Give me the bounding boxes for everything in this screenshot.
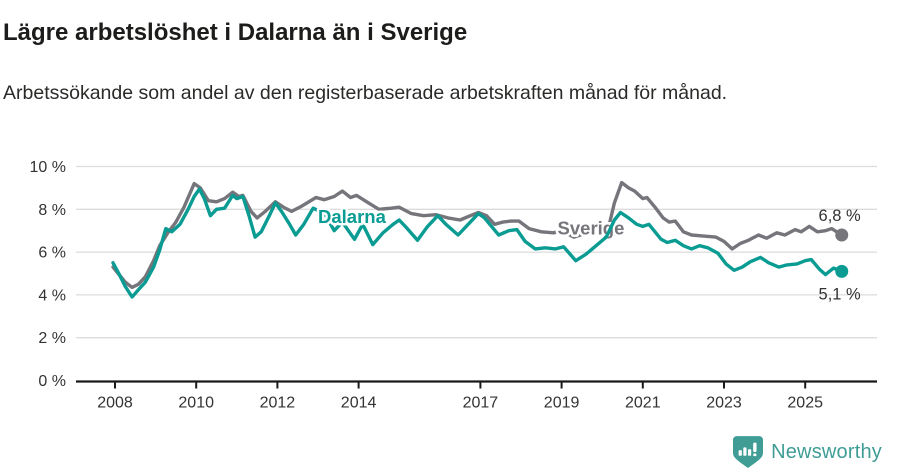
dalarna-end-value: 5,1 %	[819, 285, 862, 303]
unemployment-line-chart: 2008 2010 2012 2014 2017 2019 2021 2023 2025 0 % 2…	[30, 159, 877, 412]
dalarna-end-dot	[835, 264, 849, 278]
dalarna-line	[111, 187, 844, 299]
y-tick-label-0: 0 %	[38, 373, 66, 390]
dalarna-series-label: Dalarna	[318, 206, 387, 227]
y-tick-label-2: 2 %	[38, 330, 66, 347]
x-tick-label-2017: 2017	[463, 395, 499, 412]
brand-name: Newsworthy	[771, 440, 882, 463]
y-tick-label-6: 6 %	[38, 245, 66, 262]
x-tick-label-2010: 2010	[178, 395, 214, 412]
y-tick-label-4: 4 %	[38, 287, 66, 304]
sverige-end-value: 6,8 %	[819, 207, 862, 225]
x-tick-label-2021: 2021	[625, 395, 661, 412]
sverige-line	[111, 180, 844, 290]
y-tick-label-10: 10 %	[30, 159, 66, 176]
sverige-end-dot	[835, 228, 849, 242]
bar-chart-speech-bubble-icon	[733, 436, 764, 468]
x-tick-label-2014: 2014	[341, 395, 377, 412]
x-tick-label-2008: 2008	[97, 395, 133, 412]
x-tick-label-2019: 2019	[544, 395, 580, 412]
newsworthy-brand-link[interactable]: Newsworthy	[733, 436, 882, 468]
chart-subtitle: Arbetssökande som andel av den registerb…	[3, 81, 728, 104]
x-tick-label-2012: 2012	[260, 395, 296, 412]
y-tick-label-8: 8 %	[38, 202, 66, 219]
x-tick-label-2025: 2025	[787, 395, 823, 412]
page-title: Lägre arbetslöshet i Dalarna än i Sverig…	[3, 19, 468, 47]
x-tick-label-2023: 2023	[706, 395, 742, 412]
